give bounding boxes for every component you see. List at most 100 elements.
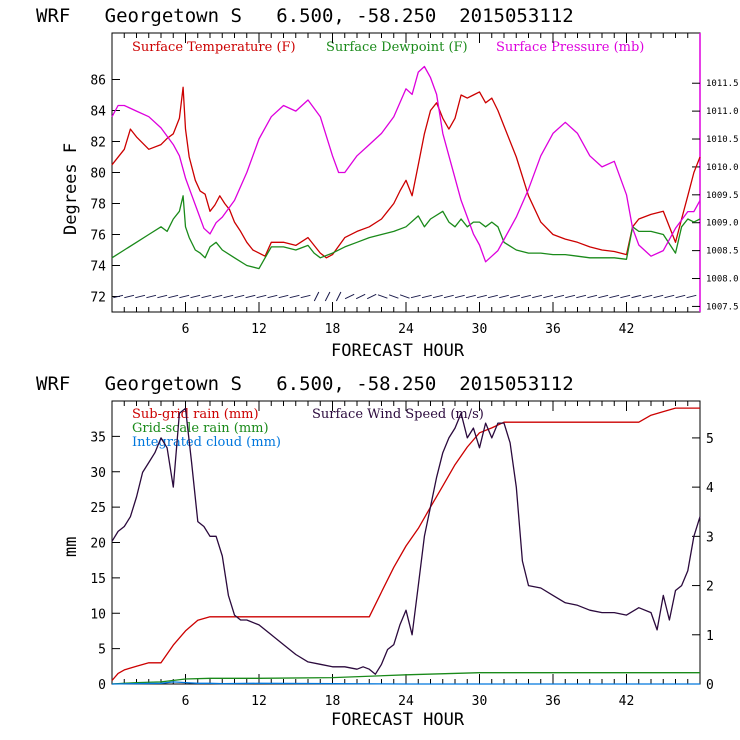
series-line-3	[111, 407, 701, 675]
wind-barb	[113, 294, 124, 299]
panel-temperature: WRF Georgetown S 6.500, -58.250 20150531…	[36, 5, 739, 361]
y2-tick-label: 2	[706, 580, 714, 595]
wind-barb	[554, 294, 565, 299]
series-line-0	[111, 86, 701, 259]
wind-barb	[289, 294, 300, 299]
x-tick-label: 24	[398, 322, 414, 337]
panel1-x-ticks: 6 12 18 24 30 36 42	[123, 33, 689, 337]
x-tick-label: 18	[325, 322, 341, 337]
y-tick-label: 80	[90, 167, 106, 182]
y-tick-label: 30	[90, 466, 106, 481]
panel1-frame	[111, 32, 701, 313]
legend-subgrid-rain: Sub-grid rain (mm)	[132, 407, 259, 422]
series-line-1	[111, 195, 701, 270]
wind-barb	[399, 294, 410, 299]
wind-barb	[146, 294, 157, 299]
y2-tick-label: 1010.5	[706, 135, 739, 145]
y-tick-label: 78	[90, 198, 106, 213]
panel1-y2-ticks: 1007.5 1008.0 1008.5 1009.0 1009.5 1010.0 1010…	[692, 79, 739, 312]
panel2-series	[111, 407, 701, 685]
wind-barb	[267, 294, 278, 299]
wind-barb	[432, 294, 443, 299]
y2-tick-label: 1010.0	[706, 163, 739, 173]
legend-dewpoint: Surface Dewpoint (F)	[326, 40, 468, 55]
wind-barb	[135, 294, 146, 299]
wind-barb	[278, 294, 289, 299]
y-tick-label: 72	[90, 291, 106, 306]
y-tick-label: 0	[98, 678, 106, 693]
y2-tick-label: 1011.5	[706, 79, 739, 89]
x-tick-label: 36	[545, 694, 561, 709]
wind-barb	[598, 294, 609, 299]
wind-barb	[487, 294, 498, 299]
y-tick-label: 86	[90, 74, 106, 89]
wind-barb	[587, 294, 598, 299]
wind-barb	[686, 294, 697, 299]
wind-barb	[223, 294, 234, 299]
wind-barb	[324, 291, 331, 302]
wind-barb	[565, 294, 576, 299]
wind-barb	[543, 294, 554, 299]
legend-pressure: Surface Pressure (mb)	[496, 40, 644, 55]
y-tick-label: 10	[90, 607, 106, 622]
y-tick-label: 76	[90, 229, 106, 244]
panel2-xlabel: FORECAST HOUR	[331, 710, 465, 730]
wind-barb	[642, 294, 653, 299]
panel1-title: WRF Georgetown S 6.500, -58.250 20150531…	[36, 5, 574, 27]
y2-tick-label: 1008.5	[706, 247, 739, 257]
x-tick-label: 24	[398, 694, 414, 709]
series-line-2	[111, 65, 701, 263]
wind-barb	[157, 294, 168, 299]
wind-barb	[421, 294, 432, 299]
y-tick-label: 25	[90, 501, 106, 516]
wind-barb	[300, 294, 311, 299]
x-tick-label: 30	[472, 694, 488, 709]
legend-gridscale-rain: Grid-scale rain (mm)	[132, 421, 269, 436]
x-tick-label: 18	[325, 694, 341, 709]
wind-barb	[521, 294, 532, 299]
wind-barb	[410, 294, 421, 299]
wind-barb	[443, 294, 454, 299]
panel2-y2-ticks: 0 1 2 3 4 5	[692, 432, 714, 693]
panel1-series	[111, 65, 701, 270]
y-tick-label: 82	[90, 136, 106, 151]
panel2-ylabel: mm	[61, 537, 81, 557]
wind-barb	[532, 294, 543, 299]
x-tick-label: 6	[182, 322, 190, 337]
panel1-xlabel: FORECAST HOUR	[331, 341, 465, 361]
series-line-1	[111, 672, 700, 685]
x-tick-label: 36	[545, 322, 561, 337]
wind-barb	[510, 294, 521, 299]
wind-barb	[124, 294, 135, 299]
y2-tick-label: 3	[706, 530, 714, 545]
wind-barb	[609, 294, 620, 299]
legend-wind-speed: Surface Wind Speed (m/s)	[312, 407, 484, 422]
y2-tick-label: 5	[706, 432, 714, 447]
legend-integrated-cloud: Integrated cloud (mm)	[132, 435, 281, 450]
wind-barbs	[113, 291, 697, 302]
x-tick-label: 42	[619, 694, 635, 709]
wind-barb	[499, 294, 509, 299]
wind-barb	[168, 294, 179, 299]
x-tick-label: 30	[472, 322, 488, 337]
wind-barb	[212, 294, 223, 299]
wind-barb	[190, 294, 201, 299]
panel-precipitation: WRF Georgetown S 6.500, -58.250 20150531…	[36, 373, 714, 730]
wind-barb	[377, 294, 388, 299]
x-tick-label: 42	[619, 322, 635, 337]
y-tick-label: 20	[90, 537, 106, 552]
y2-tick-label: 1011.0	[706, 107, 739, 117]
panel1-ylabel: Degrees F	[61, 143, 81, 235]
y2-tick-label: 1008.0	[706, 275, 739, 285]
wind-barb	[675, 294, 686, 299]
wind-barb	[355, 293, 366, 300]
wind-barb	[576, 294, 587, 299]
y2-tick-label: 1	[706, 629, 714, 644]
x-tick-label: 12	[251, 694, 267, 709]
y-tick-label: 74	[90, 260, 106, 275]
series-line-2	[111, 681, 700, 685]
panel2-title: WRF Georgetown S 6.500, -58.250 20150531…	[36, 373, 574, 395]
wind-barb	[344, 293, 355, 300]
y2-tick-label: 1007.5	[706, 302, 739, 312]
